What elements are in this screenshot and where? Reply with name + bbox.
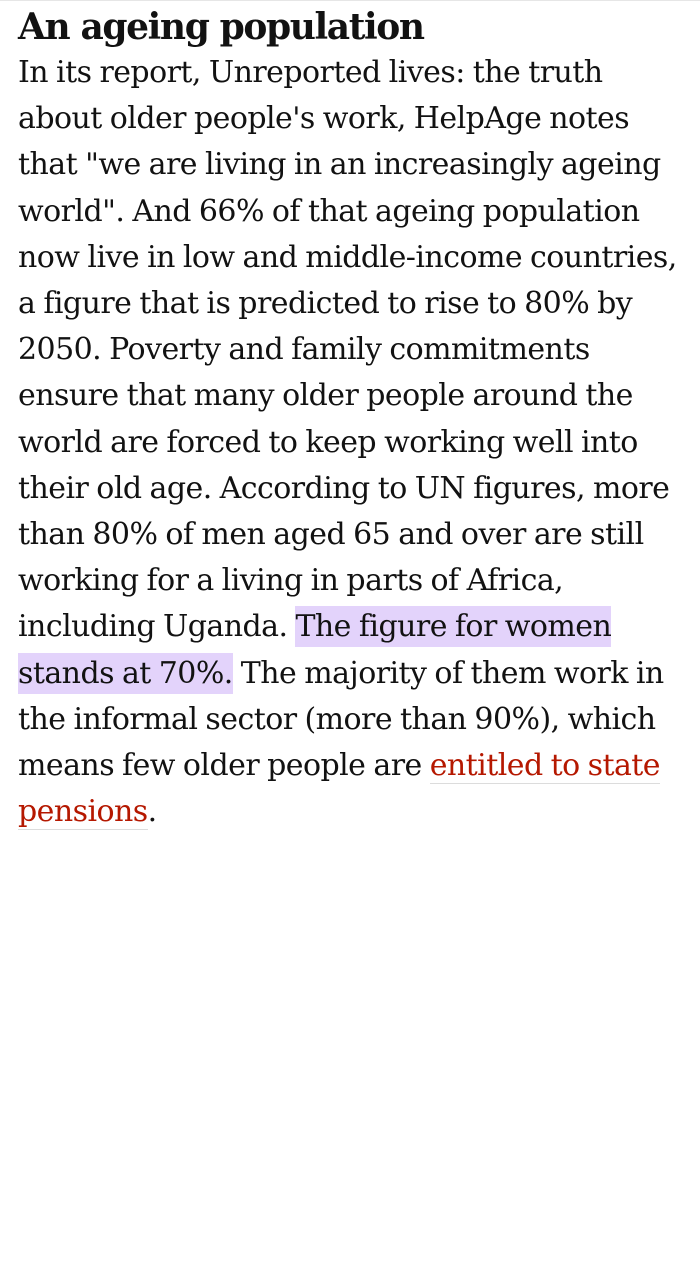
- article-section: An ageing population In its report, Unre…: [18, 0, 682, 835]
- section-heading: An ageing population: [18, 6, 425, 48]
- top-divider: [0, 0, 700, 1]
- paragraph-text-end: .: [147, 794, 158, 830]
- article-paragraph: In its report, Unreported lives: the tru…: [18, 50, 682, 835]
- paragraph-text-start: In its report, Unreported lives: the tru…: [18, 55, 677, 645]
- state-pensions-link[interactable]: entitled to state pensions: [18, 748, 661, 831]
- paragraph-text-middle: The majority of them work in the informa…: [18, 655, 664, 784]
